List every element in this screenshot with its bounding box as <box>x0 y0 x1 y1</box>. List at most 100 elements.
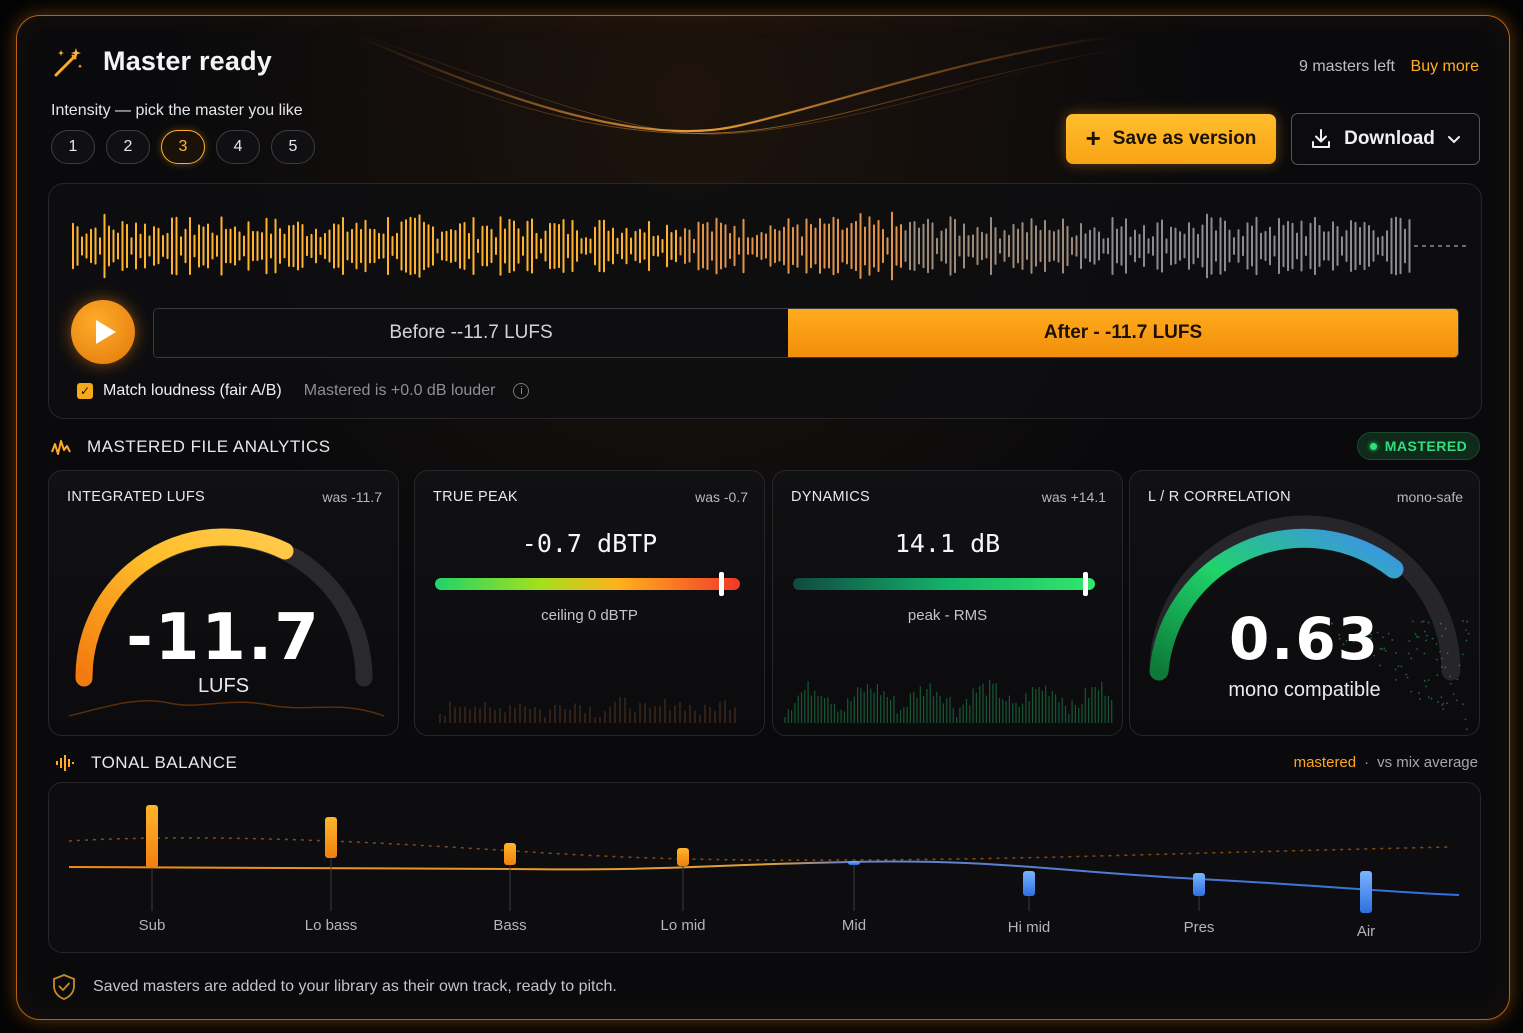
correlation-particle <box>1338 633 1341 636</box>
lr-correlation-card: L / R CORRELATION mono-safe 0.63 mono co… <box>1129 470 1480 736</box>
correlation-particle <box>1431 637 1434 640</box>
correlation-particle <box>1414 633 1417 636</box>
loudness-difference-text: Mastered is +0.0 dB louder <box>303 382 496 399</box>
lufs-unit: LUFS <box>197 675 250 697</box>
true-peak-caption: ceiling 0 dBTP <box>541 607 638 624</box>
correlation-particle <box>1467 632 1470 635</box>
correlation-particle <box>1366 626 1368 629</box>
download-button[interactable]: Download <box>1291 113 1480 165</box>
legend-separator: · <box>1364 754 1370 771</box>
correlation-particle <box>1394 668 1397 671</box>
save-as-version-label: Save as version <box>1112 128 1257 149</box>
correlation-particle <box>1423 679 1426 682</box>
correlation-particle <box>1359 636 1362 638</box>
footer-note: Saved masters are added to your library … <box>51 973 617 1001</box>
save-as-version-button[interactable]: + Save as version <box>1066 114 1276 164</box>
correlation-particle <box>1458 664 1461 667</box>
correlation-particle <box>1425 639 1428 642</box>
band-bar <box>1193 873 1205 896</box>
correlation-particle <box>1331 622 1333 625</box>
correlation-particle <box>1439 650 1441 653</box>
correlation-particle <box>1437 701 1439 703</box>
band-bar <box>677 848 689 866</box>
correlation-particle <box>1442 708 1445 711</box>
status-dot-icon <box>1369 442 1377 450</box>
download-icon <box>1312 129 1331 148</box>
match-loudness-checkbox[interactable]: ✓ <box>77 383 93 399</box>
analytics-section-header: MASTERED FILE ANALYTICS <box>51 437 331 457</box>
legend-mastered: mastered <box>1293 754 1357 771</box>
after-toggle[interactable]: After - -11.7 LUFS <box>788 309 1458 357</box>
play-icon <box>95 320 116 344</box>
match-loudness-label[interactable]: Match loudness (fair A/B) <box>103 382 282 399</box>
lufs-previous-value: was -11.7 <box>322 489 382 505</box>
intensity-option-3[interactable]: 3 <box>161 130 205 164</box>
band-label-lo-mid: Lo mid <box>660 917 706 934</box>
correlation-particle <box>1462 703 1464 706</box>
tonal-legend: mastered · vs mix average <box>1294 754 1478 771</box>
correlation-particle <box>1422 620 1425 623</box>
correlation-particle <box>1346 621 1349 624</box>
correlation-particle <box>1441 634 1443 637</box>
intensity-option-1[interactable]: 1 <box>51 130 95 164</box>
correlation-particle <box>1425 685 1428 688</box>
equalizer-icon <box>56 755 74 771</box>
correlation-particle <box>1410 657 1413 660</box>
legend-mix-average: vs mix average <box>1377 754 1478 771</box>
play-button[interactable] <box>71 300 135 364</box>
correlation-particle <box>1427 621 1430 624</box>
correlation-particle <box>1452 693 1455 696</box>
correlation-particle <box>1382 636 1384 639</box>
correlation-particle <box>1427 696 1430 699</box>
correlation-particle <box>1387 632 1390 635</box>
correlation-caption: mono compatible <box>1228 679 1381 701</box>
correlation-particle <box>1411 620 1414 623</box>
before-toggle[interactable]: Before --11.7 LUFS <box>154 309 788 357</box>
correlation-particle <box>1408 640 1411 643</box>
intensity-option-4[interactable]: 4 <box>216 130 260 164</box>
waveform-analytics-icon <box>51 440 71 455</box>
band-label-lo-bass: Lo bass <box>304 917 358 934</box>
correlation-particle <box>1446 702 1448 705</box>
correlation-particle <box>1420 620 1423 623</box>
correlation-value: 0.63 <box>1228 605 1381 673</box>
correlation-particle <box>1465 728 1468 731</box>
correlation-particle <box>1440 657 1443 660</box>
intensity-option-2[interactable]: 2 <box>106 130 150 164</box>
true-peak-meter <box>435 572 740 723</box>
dynamics-card: DYNAMICS was +14.1 14.1 dB peak - RMS <box>772 470 1123 736</box>
band-bar <box>1023 871 1035 896</box>
masters-left-count: 9 masters left <box>1298 58 1395 75</box>
info-icon[interactable]: i <box>513 383 530 399</box>
buy-more-link[interactable]: Buy more <box>1410 58 1479 75</box>
correlation-particle <box>1345 639 1348 642</box>
correlation-particle <box>1370 633 1372 636</box>
status-badge-label: MASTERED <box>1384 438 1468 454</box>
band-label-sub: Sub <box>138 917 166 934</box>
waveform-display[interactable] <box>69 206 1469 286</box>
lufs-gauge <box>68 528 385 717</box>
ab-toggle: Before --11.7 LUFS After - -11.7 LUFS <box>153 308 1459 358</box>
correlation-card-title: L / R CORRELATION <box>1148 489 1291 505</box>
correlation-particle <box>1352 640 1355 643</box>
correlation-particle <box>1410 690 1412 693</box>
band-bar <box>504 843 516 865</box>
correlation-particle <box>1439 622 1442 625</box>
integrated-lufs-card: INTEGRATED LUFS was -11.7 -11.7 LUFS <box>48 470 399 736</box>
tonal-balance-plot <box>68 805 1460 913</box>
correlation-particle <box>1444 666 1447 669</box>
intensity-option-5[interactable]: 5 <box>271 130 315 164</box>
band-bar <box>146 805 158 868</box>
page-title: Master ready <box>103 46 272 76</box>
analytics-section-title: MASTERED FILE ANALYTICS <box>87 437 331 456</box>
correlation-particle <box>1440 666 1443 668</box>
correlation-particle <box>1461 653 1464 656</box>
magic-wand-icon <box>54 48 83 77</box>
correlation-particle <box>1391 639 1394 641</box>
true-peak-previous-value: was -0.7 <box>695 489 748 505</box>
correlation-particle <box>1440 696 1443 699</box>
band-bar <box>325 817 337 858</box>
correlation-particle <box>1349 638 1352 641</box>
correlation-particle <box>1379 647 1382 650</box>
correlation-particle <box>1462 620 1464 623</box>
